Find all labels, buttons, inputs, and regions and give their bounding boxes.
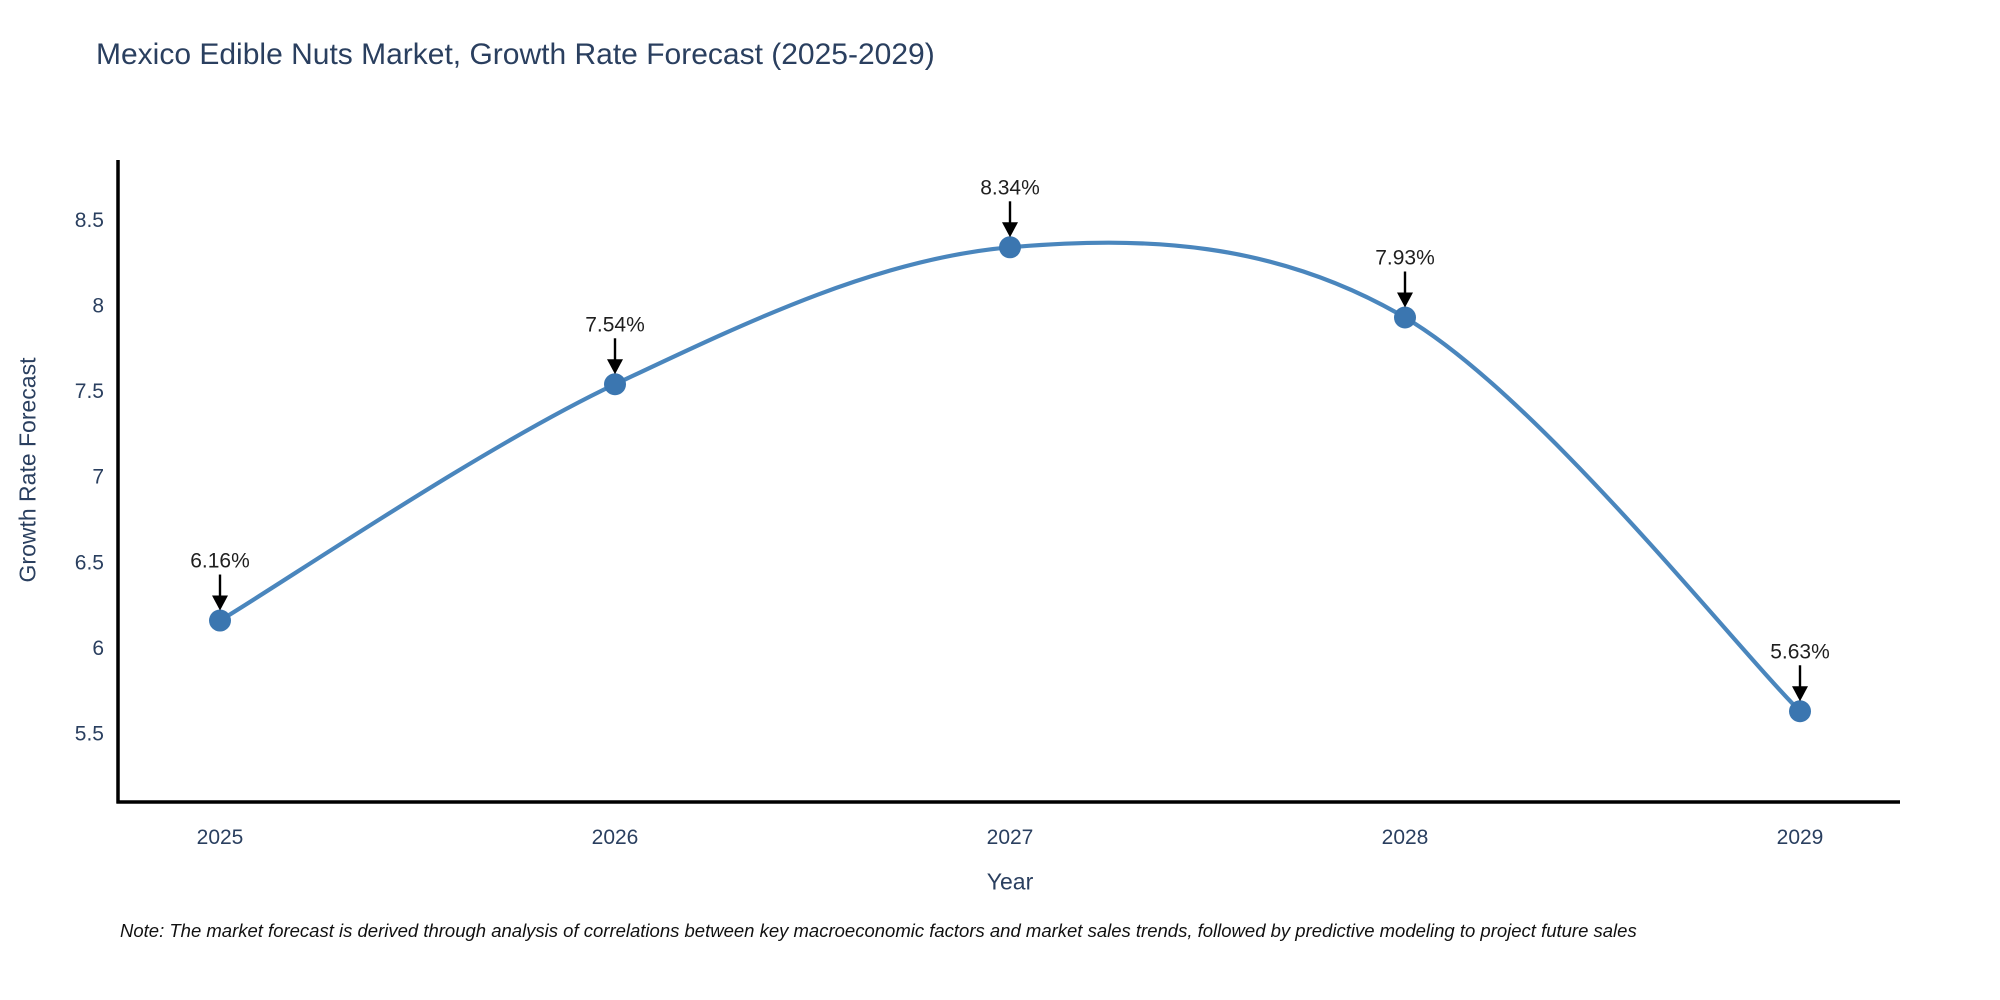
y-tick-label: 6.5 xyxy=(75,551,104,574)
data-point-label: 7.93% xyxy=(1375,247,1435,270)
data-point-label: 8.34% xyxy=(980,176,1040,199)
data-point-label: 5.63% xyxy=(1770,640,1830,663)
y-tick-label: 6 xyxy=(92,637,104,660)
y-tick-label: 8.5 xyxy=(75,209,104,232)
annotation-arrowhead xyxy=(212,595,228,611)
x-axis-title: Year xyxy=(986,868,1034,895)
data-point-marker xyxy=(1394,306,1416,329)
data-point-marker xyxy=(604,373,626,396)
data-point-label: 6.16% xyxy=(190,550,250,573)
y-tick-label: 7.5 xyxy=(75,380,104,403)
annotation-arrowhead xyxy=(1792,686,1808,702)
x-tick-label: 2029 xyxy=(1777,826,1824,849)
footnote: Note: The market forecast is derived thr… xyxy=(120,920,1637,941)
data-point-label: 7.54% xyxy=(585,313,645,336)
y-axis-title: Growth Rate Forecast xyxy=(14,357,41,583)
data-point-marker xyxy=(209,609,231,632)
y-tick-label: 5.5 xyxy=(75,723,104,746)
chart-title: Mexico Edible Nuts Market, Growth Rate F… xyxy=(96,38,935,71)
x-tick-label: 2028 xyxy=(1382,826,1429,849)
x-tick-label: 2027 xyxy=(987,826,1034,849)
data-point-marker xyxy=(1789,700,1811,723)
annotation-arrowhead xyxy=(1002,222,1018,238)
x-tick-label: 2025 xyxy=(197,826,244,849)
annotation-arrowhead xyxy=(1397,292,1413,308)
annotation-arrowhead xyxy=(607,359,623,375)
y-tick-label: 7 xyxy=(92,466,104,489)
x-tick-label: 2026 xyxy=(592,826,639,849)
data-point-marker xyxy=(999,236,1021,259)
series-line xyxy=(217,240,1803,714)
y-tick-label: 8 xyxy=(92,295,104,318)
